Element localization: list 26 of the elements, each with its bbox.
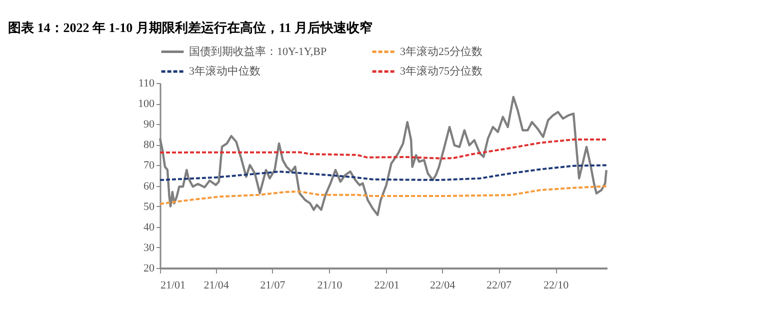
x-tick-label: 22/04 <box>430 280 456 292</box>
x-tick-label: 21/07 <box>260 280 286 292</box>
y-tick-label: 30 <box>144 242 155 254</box>
x-tick-label: 21/01 <box>160 280 186 292</box>
x-tick-label: 22/10 <box>544 280 570 292</box>
y-tick-label: 50 <box>144 200 155 213</box>
x-tick-label: 21/04 <box>204 280 230 292</box>
legend-label: 3年滚动75分位数 <box>400 64 482 78</box>
line-series <box>159 185 608 205</box>
y-tick-label: 40 <box>144 221 155 234</box>
legend-label: 国债到期收益率：10Y-1Y,BP <box>189 44 327 58</box>
chart-title: 图表 14：2022 年 1-10 月期限利差运行在高位，11 月后快速收窄 <box>8 20 372 35</box>
y-tick-label: 90 <box>144 118 155 131</box>
legend-label: 3年滚动中位数 <box>189 64 260 78</box>
x-tick-label: 22/01 <box>374 280 400 292</box>
y-tick-label: 100 <box>138 98 155 110</box>
y-tick-label: 110 <box>138 78 155 90</box>
x-tick-label: 22/07 <box>486 280 512 292</box>
legend-label: 3年滚动25分位数 <box>400 44 482 58</box>
y-tick-label: 70 <box>144 160 155 172</box>
y-tick-label: 20 <box>144 262 155 274</box>
line-series <box>159 164 608 182</box>
x-tick-label: 21/10 <box>317 280 343 292</box>
y-tick-label: 60 <box>144 180 155 192</box>
line-series <box>159 138 608 160</box>
y-tick-label: 80 <box>144 139 155 152</box>
